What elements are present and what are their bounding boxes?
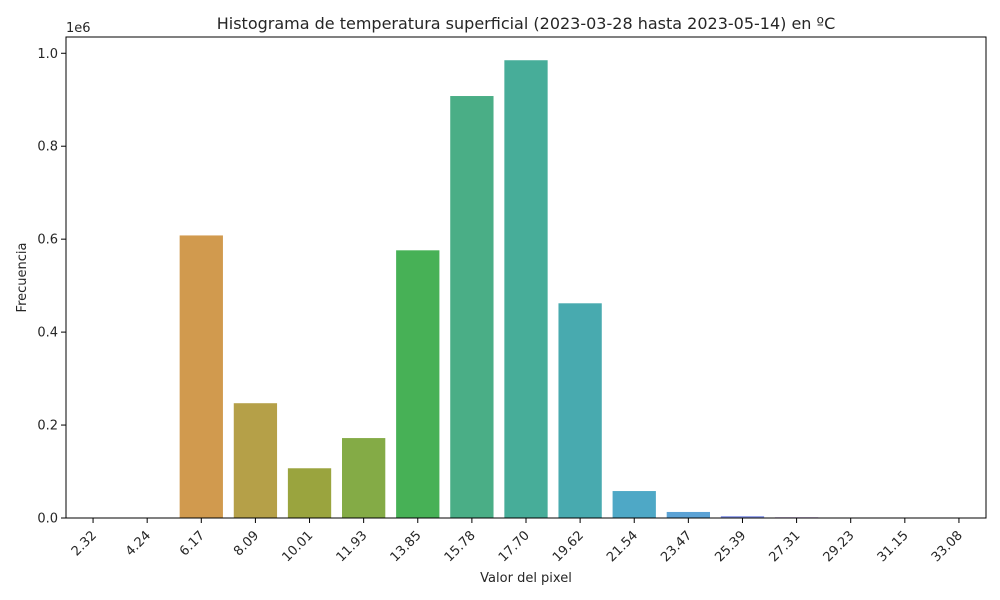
y-tick-label: 0.2 [37, 419, 58, 434]
x-tick-label: 4.24 [123, 528, 154, 559]
x-tick-label: 31.15 [875, 528, 912, 565]
bar-8.09 [233, 403, 278, 518]
bar-11.93 [342, 438, 386, 518]
x-axis: 2.32 4.24 6.17 8.09 10.01 11.93 13.85 15.78 17.7… [69, 518, 966, 565]
x-tick-label: 19.62 [550, 528, 587, 565]
bars-group [179, 60, 927, 519]
x-tick-label: 29.23 [821, 528, 858, 565]
y-axis-offset-label: 1e6 [66, 21, 91, 36]
x-tick-label: 33.08 [929, 528, 966, 565]
x-tick-label: 15.78 [442, 528, 479, 565]
x-tick-label: 23.47 [658, 528, 695, 565]
y-tick-label: 0.8 [37, 140, 58, 155]
bar-10.01 [287, 468, 332, 518]
x-tick-label: 10.01 [279, 528, 316, 565]
x-tick-label: 27.31 [766, 528, 803, 565]
y-tick-label: 0.0 [37, 512, 58, 527]
bar-13.85 [396, 250, 440, 518]
chart-title: Histograma de temperatura superficial (2… [217, 14, 836, 33]
y-axis: 0.0 0.2 0.4 0.6 0.8 1.0 [37, 47, 66, 527]
x-tick-label: 25.39 [712, 528, 749, 565]
bar-21.54 [612, 491, 656, 518]
plot-frame [65, 36, 987, 519]
x-tick-label: 2.32 [69, 528, 100, 559]
y-tick-label: 1.0 [37, 47, 58, 62]
x-tick-label: 13.85 [388, 528, 425, 565]
bar-19.62 [558, 303, 602, 518]
x-tick-label: 21.54 [604, 528, 641, 565]
bar-15.78 [450, 96, 494, 519]
x-tick-label: 8.09 [231, 528, 262, 559]
bar-25.39 [720, 516, 765, 518]
y-tick-label: 0.4 [37, 326, 58, 341]
bar-23.47 [666, 511, 710, 518]
x-tick-label: 17.70 [496, 528, 533, 565]
bar-17.70 [504, 60, 548, 518]
y-tick-label: 0.6 [37, 233, 58, 248]
y-axis-label: Frecuencia [15, 243, 30, 313]
x-axis-label: Valor del pixel [480, 571, 572, 586]
x-tick-label: 11.93 [334, 528, 371, 565]
x-tick-label: 6.17 [177, 528, 208, 559]
bar-6.17 [179, 235, 223, 519]
